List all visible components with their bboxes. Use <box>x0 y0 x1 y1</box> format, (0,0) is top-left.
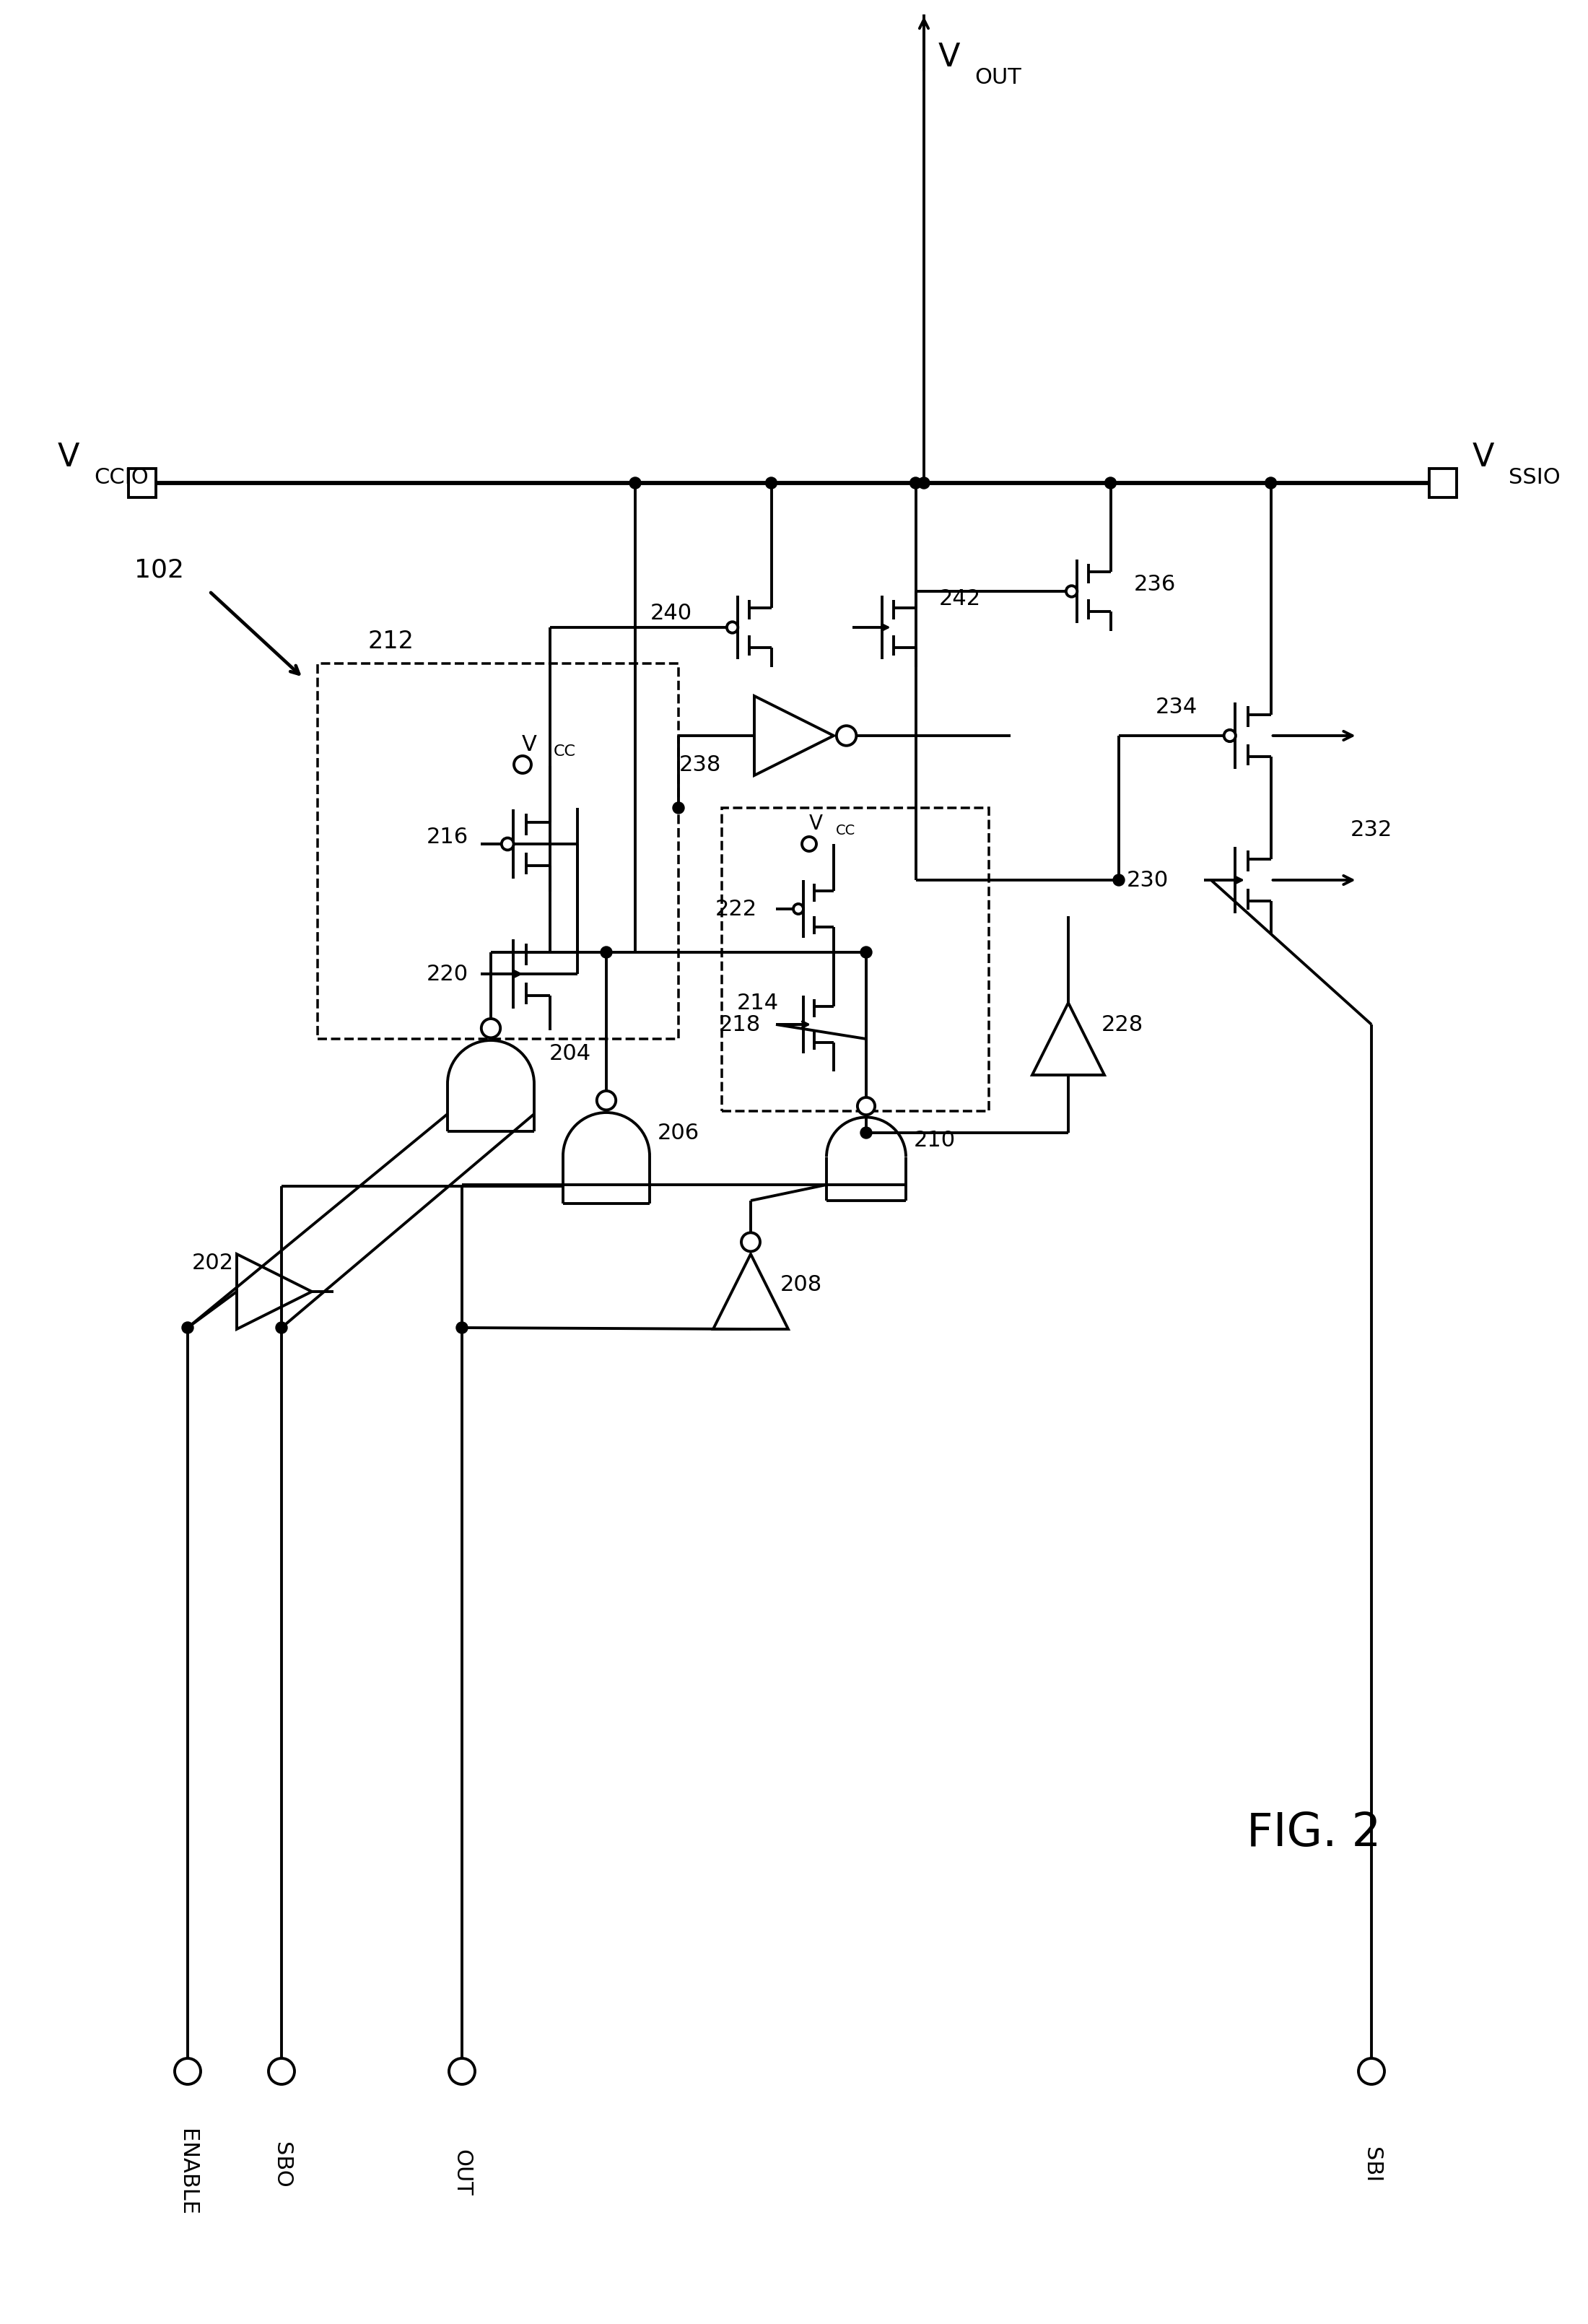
Text: 208: 208 <box>780 1274 823 1294</box>
Circle shape <box>727 623 738 632</box>
Text: SBI: SBI <box>1361 2147 1382 2182</box>
Text: 238: 238 <box>680 753 721 774</box>
Text: V: V <box>810 813 823 834</box>
Circle shape <box>742 1232 761 1250</box>
Text: 204: 204 <box>549 1043 591 1064</box>
Text: V: V <box>1472 442 1494 474</box>
Circle shape <box>183 1322 194 1334</box>
Circle shape <box>1113 874 1124 885</box>
Text: 234: 234 <box>1156 697 1197 718</box>
Text: 242: 242 <box>939 588 981 609</box>
Text: 210: 210 <box>913 1129 956 1150</box>
Circle shape <box>918 476 929 488</box>
Circle shape <box>515 755 532 774</box>
Circle shape <box>910 476 921 488</box>
Circle shape <box>175 2059 200 2085</box>
Bar <box>1429 469 1456 497</box>
Text: FIG. 2: FIG. 2 <box>1247 1810 1382 1855</box>
Text: 202: 202 <box>192 1253 233 1274</box>
Text: 220: 220 <box>427 964 468 985</box>
Circle shape <box>802 837 816 851</box>
Bar <box>318 662 678 1039</box>
Circle shape <box>794 904 804 913</box>
Text: SBO: SBO <box>272 2143 292 2189</box>
Circle shape <box>276 1322 287 1334</box>
Circle shape <box>597 1090 616 1111</box>
Text: 206: 206 <box>657 1122 699 1143</box>
Text: 228: 228 <box>1102 1013 1143 1034</box>
Bar <box>129 469 156 497</box>
Text: 218: 218 <box>719 1013 761 1034</box>
Text: V: V <box>522 734 537 755</box>
Circle shape <box>673 802 684 813</box>
Circle shape <box>1224 730 1235 741</box>
Text: CCIO: CCIO <box>94 467 149 488</box>
Circle shape <box>765 476 777 488</box>
Text: ENABLE: ENABLE <box>178 2129 198 2215</box>
Text: CC: CC <box>835 825 856 839</box>
Circle shape <box>600 946 611 957</box>
Circle shape <box>1358 2059 1385 2085</box>
Circle shape <box>1066 586 1077 597</box>
Circle shape <box>861 1127 872 1139</box>
Circle shape <box>629 476 642 488</box>
Circle shape <box>449 2059 475 2085</box>
Text: 214: 214 <box>737 992 778 1013</box>
Circle shape <box>858 1097 875 1116</box>
Text: 102: 102 <box>133 558 184 581</box>
Circle shape <box>1266 476 1277 488</box>
Text: 236: 236 <box>1134 574 1177 595</box>
Circle shape <box>861 946 872 957</box>
Circle shape <box>456 1322 468 1334</box>
Text: 212: 212 <box>368 630 414 653</box>
Text: SSIO: SSIO <box>1509 467 1561 488</box>
Text: 230: 230 <box>1126 869 1169 890</box>
Text: 222: 222 <box>715 899 757 920</box>
Text: 232: 232 <box>1350 818 1393 839</box>
Bar <box>723 809 989 1111</box>
Text: CC: CC <box>554 744 576 758</box>
Text: OUT: OUT <box>451 2150 473 2196</box>
Circle shape <box>502 839 513 851</box>
Text: OUT: OUT <box>975 67 1021 88</box>
Circle shape <box>268 2059 294 2085</box>
Circle shape <box>481 1018 500 1039</box>
Circle shape <box>837 725 856 746</box>
Text: V: V <box>57 442 79 474</box>
Text: 216: 216 <box>427 827 468 848</box>
Text: V: V <box>939 42 961 74</box>
Text: 240: 240 <box>651 602 692 623</box>
Circle shape <box>1105 476 1116 488</box>
